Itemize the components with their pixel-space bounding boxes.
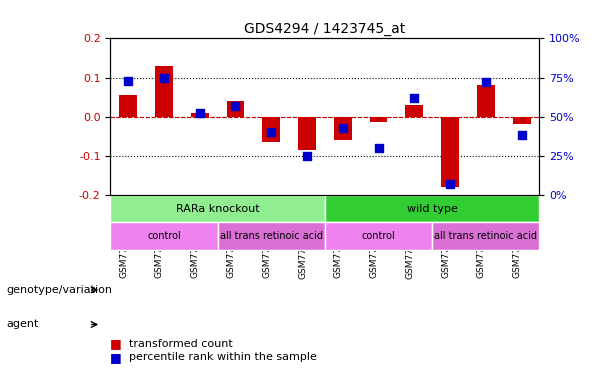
Title: GDS4294 / 1423745_at: GDS4294 / 1423745_at: [244, 22, 406, 36]
Bar: [477, 85, 495, 117]
Text: all trans retinoic acid: all trans retinoic acid: [219, 231, 323, 241]
FancyBboxPatch shape: [325, 195, 539, 222]
Text: GSM775302: GSM775302: [512, 223, 522, 278]
Bar: [298, 117, 316, 150]
Text: all trans retinoic acid: all trans retinoic acid: [434, 231, 538, 241]
Point: [517, 132, 527, 139]
Point: [230, 103, 240, 109]
Bar: [262, 117, 280, 142]
FancyBboxPatch shape: [218, 222, 325, 250]
Point: [266, 129, 276, 135]
Bar: [512, 117, 530, 124]
Text: GSM775294: GSM775294: [441, 223, 450, 278]
Bar: [227, 101, 245, 117]
Text: ■: ■: [110, 351, 122, 364]
Bar: [334, 117, 352, 140]
Bar: [191, 114, 208, 117]
Bar: [155, 66, 173, 117]
Text: GSM775293: GSM775293: [333, 223, 343, 278]
Bar: [370, 117, 387, 122]
Point: [481, 79, 490, 85]
Point: [195, 111, 205, 117]
Point: [302, 153, 312, 159]
Text: GSM775300: GSM775300: [298, 223, 307, 278]
Text: GSM775296: GSM775296: [262, 223, 271, 278]
Text: ■: ■: [110, 337, 122, 350]
Bar: [405, 105, 423, 117]
Bar: [120, 95, 137, 117]
FancyBboxPatch shape: [325, 222, 432, 250]
Text: GSM775291: GSM775291: [119, 223, 128, 278]
FancyBboxPatch shape: [110, 222, 218, 250]
Text: GSM775301: GSM775301: [405, 223, 414, 278]
Text: control: control: [147, 231, 181, 241]
Point: [123, 78, 133, 84]
Text: GSM775295: GSM775295: [155, 223, 164, 278]
Text: GSM775292: GSM775292: [226, 223, 235, 278]
Text: control: control: [362, 231, 395, 241]
Point: [445, 181, 455, 187]
Text: GSM775299: GSM775299: [191, 223, 200, 278]
Bar: [441, 117, 459, 187]
Text: agent: agent: [6, 319, 39, 329]
Point: [159, 74, 169, 81]
Point: [373, 145, 384, 151]
Point: [338, 124, 348, 131]
Text: wild type: wild type: [407, 204, 457, 214]
FancyBboxPatch shape: [432, 222, 539, 250]
Text: RARa knockout: RARa knockout: [176, 204, 259, 214]
Text: GSM775297: GSM775297: [370, 223, 378, 278]
Point: [409, 95, 419, 101]
Text: transformed count: transformed count: [129, 339, 232, 349]
Text: genotype/variation: genotype/variation: [6, 285, 112, 295]
FancyBboxPatch shape: [110, 195, 325, 222]
Text: percentile rank within the sample: percentile rank within the sample: [129, 352, 316, 362]
Text: GSM775298: GSM775298: [477, 223, 485, 278]
